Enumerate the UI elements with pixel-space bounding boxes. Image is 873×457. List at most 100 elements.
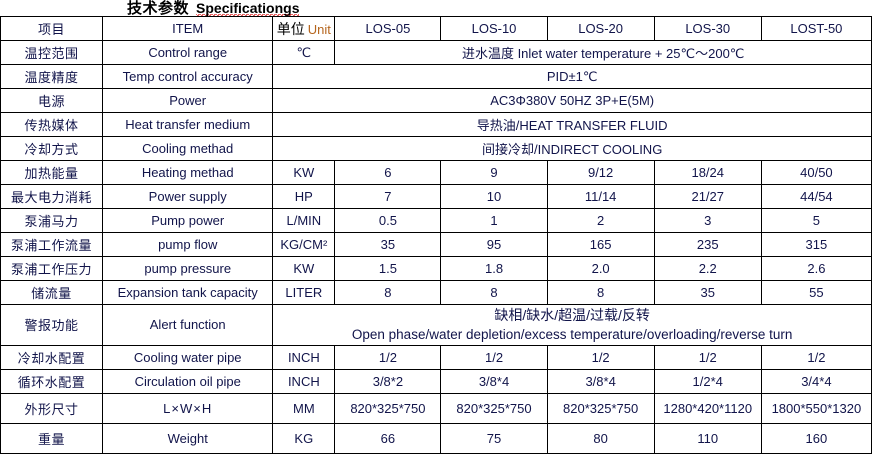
header-unit: 单位 Unit (272, 16, 336, 41)
header-item-en: ITEM (102, 16, 274, 41)
row-value: 1 (440, 208, 548, 233)
row-label-cn: 外形尺寸 (0, 393, 104, 424)
page-title-cn: 技术参数 (127, 0, 190, 17)
row-value: 3/8*4 (440, 369, 548, 394)
alert-label-cn: 警报功能 (0, 304, 104, 346)
row-value: 160 (761, 423, 873, 454)
row-label-cn: 电源 (0, 88, 104, 113)
header-model-2: LOS-10 (440, 16, 548, 41)
table-row: 温度精度 Temp control accuracy PID±1℃ (0, 64, 872, 89)
row-label-cn: 传热媒体 (0, 112, 104, 137)
row-label-cn: 泵浦工作流量 (0, 232, 104, 257)
table-row-alert: 警报功能 Alert function 缺相/缺水/超温/过载/反转 Open … (0, 304, 872, 346)
row-merged-value: 导热油/HEAT TRANSFER FLUID (272, 112, 872, 137)
row-label-en: Temp control accuracy (102, 64, 274, 89)
header-model-1: LOS-05 (334, 16, 442, 41)
row-value: 9 (440, 160, 548, 185)
row-value: 8 (440, 280, 548, 305)
row-merged-value: 进水温度 Inlet water temperature + 25℃～200℃ (334, 40, 872, 65)
row-unit: ℃ (272, 40, 336, 65)
row-label-cn: 冷却水配置 (0, 345, 104, 370)
row-value: 66 (334, 423, 442, 454)
row-value: 1280*420*1120 (654, 393, 762, 424)
table-row: 最大电力消耗 Power supply HP 7 10 11/14 21/27 … (0, 184, 873, 209)
row-label-cn: 循环水配置 (0, 369, 104, 394)
row-value: 35 (654, 280, 762, 305)
row-value: 0.5 (334, 208, 442, 233)
row-label-en: Circulation oil pipe (102, 369, 274, 394)
row-label-en: Heat transfer medium (102, 112, 274, 137)
row-unit: LITER (272, 280, 336, 305)
row-label-cn: 重量 (0, 423, 104, 454)
table-row: 温控范围 Control range ℃ 进水温度 Inlet water te… (0, 40, 872, 65)
row-value: 1/2 (440, 345, 548, 370)
row-value: 6 (334, 160, 442, 185)
row-label-en: pump flow (102, 232, 274, 257)
table-row: 储流量 Expansion tank capacity LITER 8 8 8 … (0, 280, 873, 305)
row-unit: KW (272, 256, 336, 281)
row-label-cn: 冷却方式 (0, 136, 104, 161)
row-value: 1.5 (334, 256, 442, 281)
header-unit-cn: 单位 (276, 20, 305, 37)
row-value: 95 (440, 232, 548, 257)
table-row: 重量 Weight KG 66 75 80 110 160 (0, 423, 873, 454)
row-value: 2 (547, 208, 655, 233)
row-value: 1/2 (761, 345, 873, 370)
row-unit: L/MIN (272, 208, 336, 233)
row-value: 1.8 (440, 256, 548, 281)
row-unit: MM (272, 393, 336, 424)
row-value: 40/50 (761, 160, 873, 185)
row-value: 75 (440, 423, 548, 454)
row-value: 2.2 (654, 256, 762, 281)
row-unit: KG/CM² (272, 232, 336, 257)
row-value: 1800*550*1320 (761, 393, 873, 424)
row-value: 1/2 (547, 345, 655, 370)
row-label-en: Power (102, 88, 274, 113)
row-value: 55 (761, 280, 873, 305)
row-label-cn: 储流量 (0, 280, 104, 305)
alert-text-cn: 缺相/缺水/超温/过载/反转 (494, 307, 650, 323)
table-row: 传热媒体 Heat transfer medium 导热油/HEAT TRANS… (0, 112, 872, 137)
row-value: 7 (334, 184, 442, 209)
row-unit: INCH (272, 345, 336, 370)
table-row: 泵浦工作压力 pump pressure KW 1.5 1.8 2.0 2.2 … (0, 256, 873, 281)
row-label-en: L×W×H (102, 393, 274, 424)
page-title: 技术参数 Specificationgs (0, 0, 873, 16)
row-unit: KG (272, 423, 336, 454)
row-label-cn: 加热能量 (0, 160, 104, 185)
row-unit: KW (272, 160, 336, 185)
row-value: 5 (761, 208, 873, 233)
row-label-en: Cooling methad (102, 136, 274, 161)
row-label-cn: 泵浦工作压力 (0, 256, 104, 281)
row-value: 2.0 (547, 256, 655, 281)
row-merged-value: AC3Φ380V 50HZ 3P+E(5M) (272, 88, 872, 113)
row-label-cn: 温控范围 (0, 40, 104, 65)
row-value: 820*325*750 (334, 393, 442, 424)
alert-label-en: Alert function (102, 304, 274, 346)
row-unit: HP (272, 184, 336, 209)
table-row: 冷却方式 Cooling methad 间接冷却/INDIRECT COOLIN… (0, 136, 872, 161)
alert-text-en: Open phase/water depletion/excess temper… (351, 327, 793, 343)
table-header-row: 项目 ITEM 单位 Unit LOS-05 LOS-10 LOS-20 LOS-… (0, 16, 873, 41)
specifications-table: 项目 ITEM 单位 Unit LOS-05 LOS-10 LOS-20 LOS-… (0, 16, 873, 454)
row-value: 35 (334, 232, 442, 257)
header-item-cn: 项目 (0, 16, 104, 41)
row-value: 165 (547, 232, 655, 257)
row-label-en: Heating methad (102, 160, 274, 185)
row-value: 1/2*4 (654, 369, 762, 394)
page-title-en: Specificationgs (196, 0, 300, 16)
row-label-en: Control range (102, 40, 274, 65)
header-model-4: LOS-30 (654, 16, 762, 41)
row-value: 2.6 (761, 256, 873, 281)
row-label-en: Weight (102, 423, 274, 454)
row-value: 1/2 (334, 345, 442, 370)
row-value: 44/54 (761, 184, 873, 209)
header-unit-en: Unit (307, 21, 331, 37)
row-value: 11/14 (547, 184, 655, 209)
header-model-5: LOST-50 (761, 16, 873, 41)
row-label-en: Pump power (102, 208, 274, 233)
table-row: 冷却水配置 Cooling water pipe INCH 1/2 1/2 1/… (0, 345, 873, 370)
row-value: 3/8*4 (547, 369, 655, 394)
table-row: 泵浦马力 Pump power L/MIN 0.5 1 2 3 5 (0, 208, 873, 233)
row-label-cn: 温度精度 (0, 64, 104, 89)
